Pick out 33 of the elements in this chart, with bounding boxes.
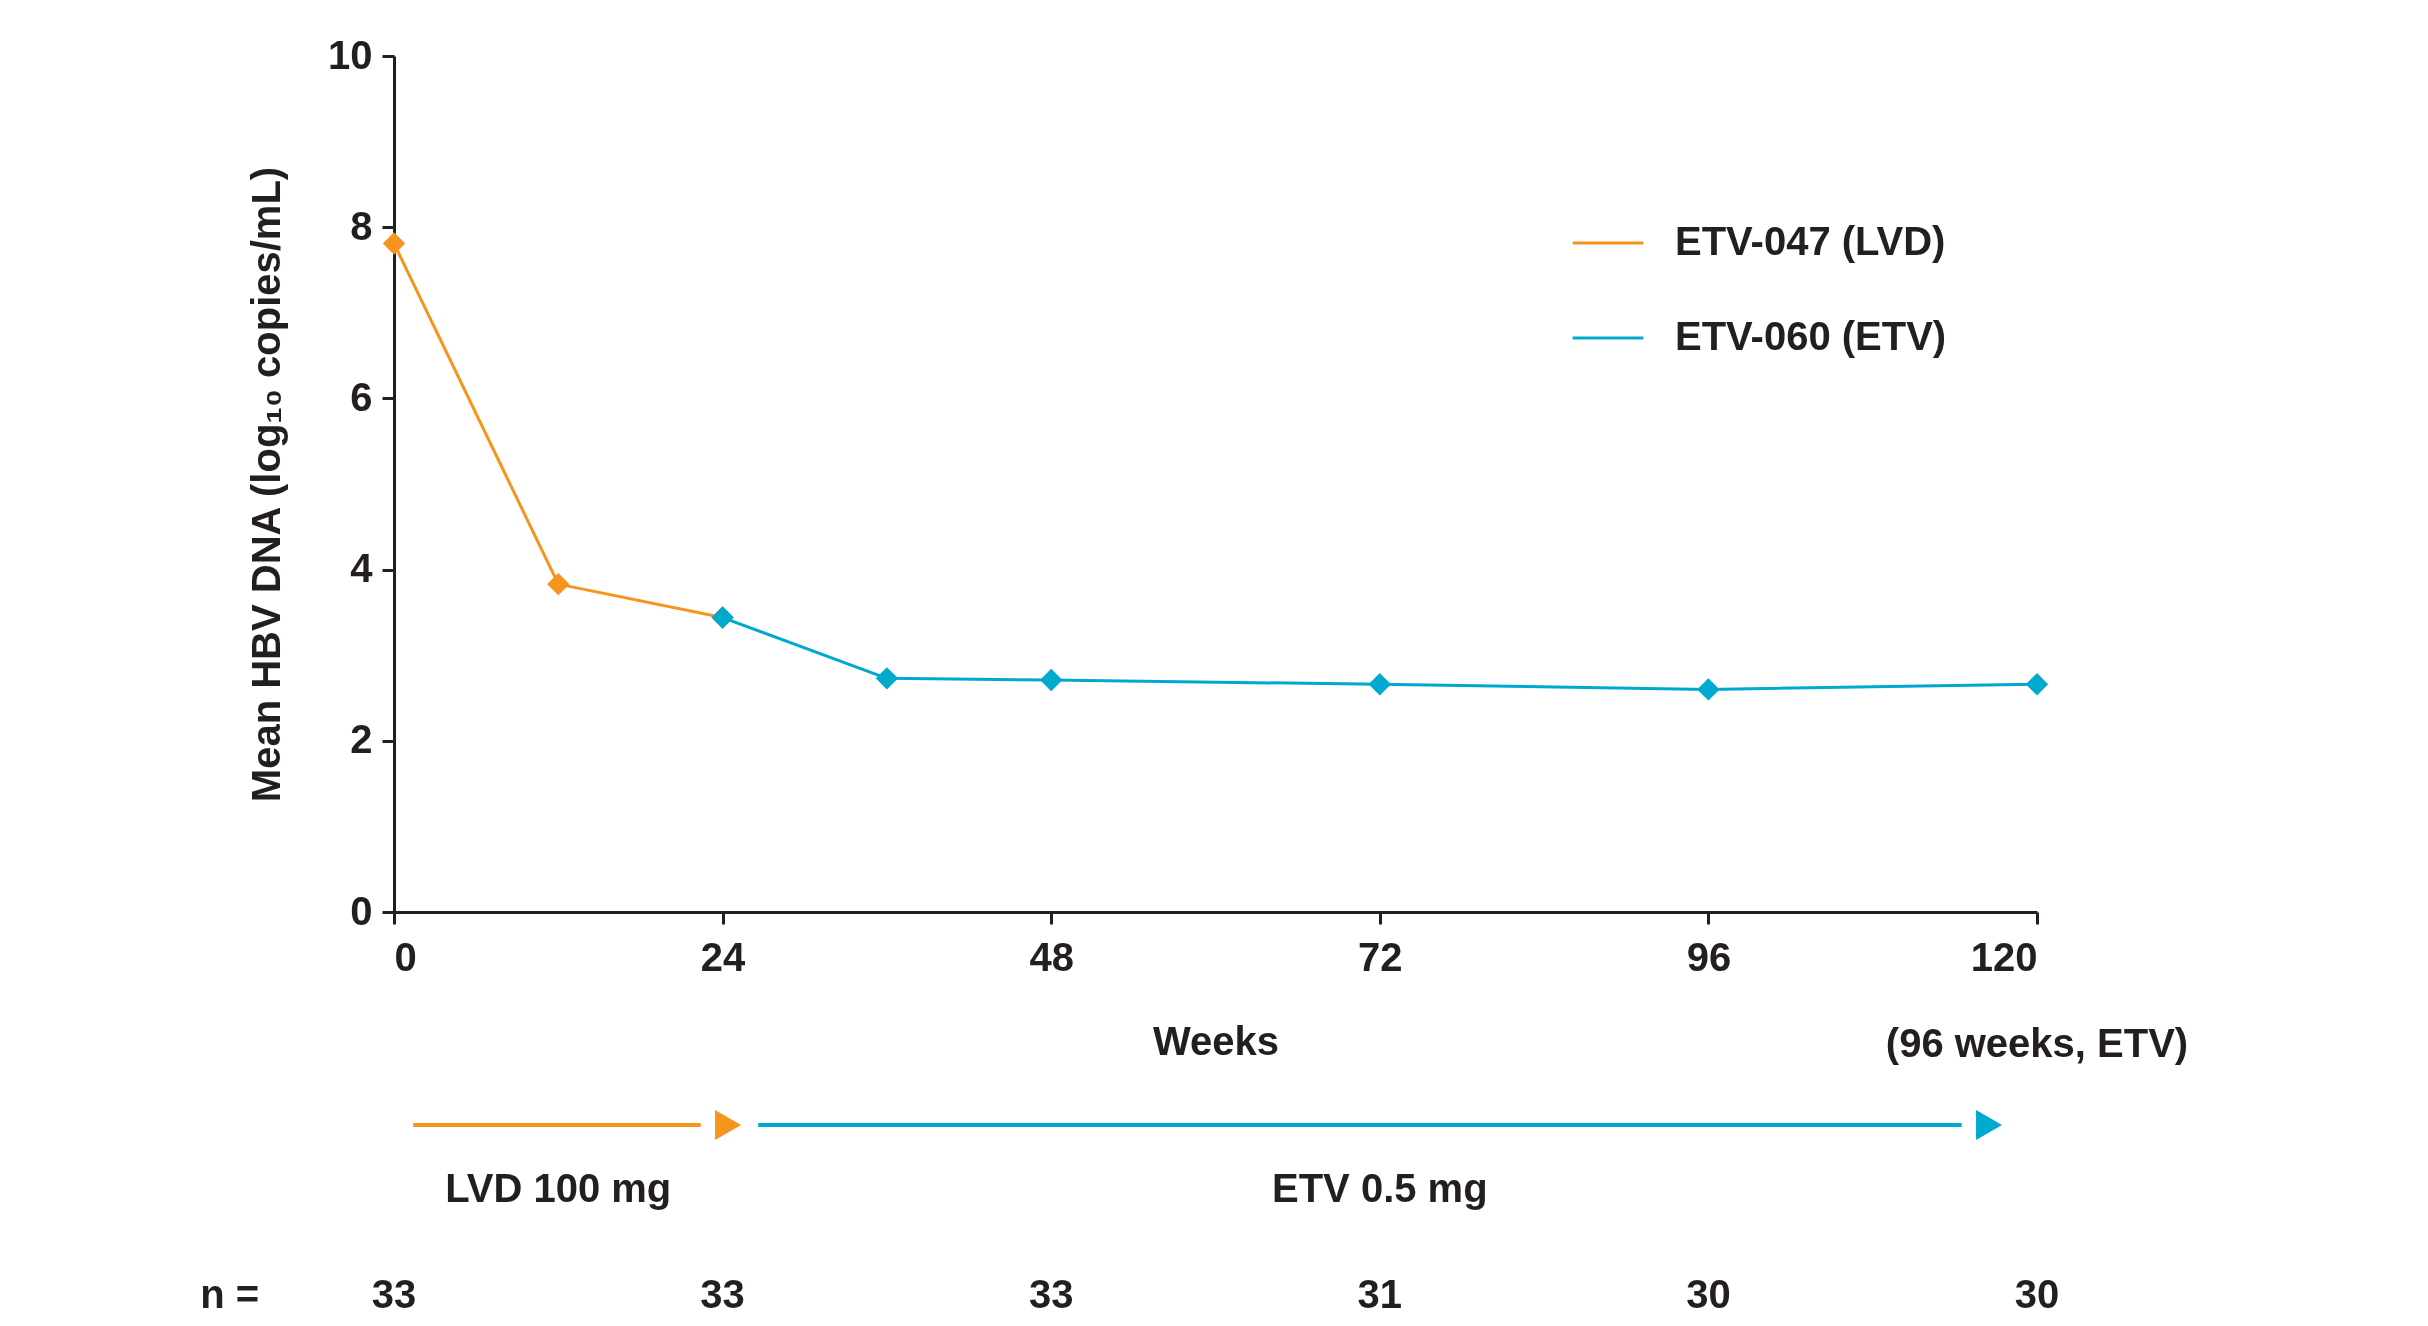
x-tick-label: 24 [700,934,747,979]
text: 33 [371,1272,417,1316]
point [875,667,899,690]
point [1040,668,1063,692]
y-tick-label: 0 [350,888,373,933]
y-tick-label: 4 [350,546,374,591]
text: LVD 100 mg [445,1166,672,1210]
point [2025,673,2049,696]
text: 30 [1686,1272,1731,1316]
legend-label: ETV-060 (ETV) [1675,314,1947,358]
text: (96 weeks, ETV) [1885,1021,2189,1065]
x-tick-label: 96 [1686,934,1732,979]
y-tick-label: 6 [350,374,373,419]
legend-label: ETV-047 (LVD) [1675,219,1946,263]
point [547,572,570,596]
x-axis-title: Weeks [1152,1018,1280,1063]
point [382,232,406,255]
text: 33 [1028,1272,1074,1316]
y-axis-title: Mean HBV DNA (log₁₀ copies/mL) [244,166,289,803]
y-tick-label: 8 [350,203,373,248]
x-tick-label: 0 [394,934,417,979]
point [1368,673,1391,696]
y-tick-label: 2 [350,717,373,762]
text: n = [200,1272,260,1316]
text: 33 [700,1272,745,1316]
text: ETV 0.5 mg [1271,1166,1488,1210]
y-tick-label: 10 [328,32,373,77]
x-tick-label: 120 [1970,934,2038,979]
text: 31 [1357,1272,1403,1316]
x-tick-label: 72 [1358,934,1403,979]
point [1697,678,1720,701]
x-tick-label: 48 [1029,934,1074,979]
text: 30 [2014,1272,2060,1316]
